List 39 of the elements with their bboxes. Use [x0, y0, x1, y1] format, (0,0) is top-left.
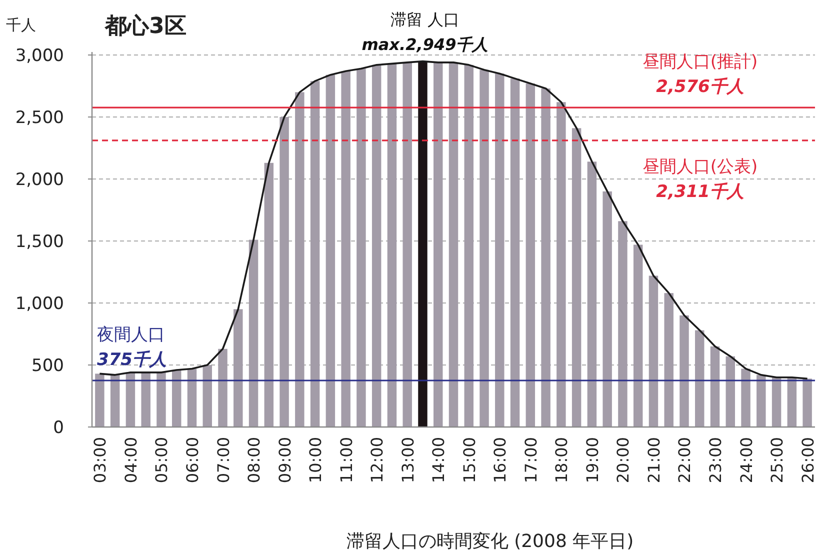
ref-line-label: 夜間人口 375千人 [97, 325, 166, 370]
chart-title: 都心3区 [104, 13, 186, 39]
text: 滞留 人口 [390, 10, 460, 29]
x-tick-label: 20:00 [614, 437, 633, 484]
x-tick-label: 08:00 [244, 437, 264, 484]
x-tick-label: 06:00 [182, 437, 202, 484]
x-axis-title: 滞留人口の時間変化 (2008 年平日) [346, 531, 634, 552]
x-tick-label: 10:00 [306, 437, 326, 484]
y-axis-title: 千人 [6, 16, 36, 34]
y-tick-label: 1,000 [15, 294, 64, 314]
x-tick-label: 21:00 [644, 437, 664, 484]
x-tick-label: 26:00 [798, 437, 818, 484]
y-tick-label: 500 [32, 356, 64, 376]
x-tick-label: 07:00 [214, 437, 233, 484]
x-tick-label: 12:00 [368, 437, 387, 484]
x-tick-label: 18:00 [552, 437, 572, 484]
y-tick-label: 2,500 [15, 108, 64, 128]
x-tick-label: 04:00 [121, 437, 140, 484]
x-tick-label: 14:00 [429, 437, 448, 484]
x-tick-label: 05:00 [152, 437, 172, 484]
x-tick-label: 19:00 [582, 437, 602, 484]
text: max.2,949千人 [362, 35, 488, 54]
x-tick-label: 09:00 [275, 437, 294, 484]
x-tick-label: 25:00 [768, 437, 787, 484]
x-tick-label: 15:00 [460, 437, 479, 484]
ref-line-label: 昼間人口(推計) 2,576千人 [642, 52, 758, 97]
x-tick-label: 23:00 [706, 437, 726, 484]
x-tick-label: 03:00 [90, 437, 110, 484]
x-tick-label: 13:00 [398, 437, 418, 484]
x-tick-label: 16:00 [490, 437, 510, 484]
x-tick-label: 24:00 [736, 437, 756, 484]
y-tick-label: 2,000 [15, 170, 64, 190]
x-tick-label: 17:00 [521, 437, 540, 484]
x-tick-label: 22:00 [675, 437, 694, 484]
y-tick-label: 3,000 [15, 46, 64, 66]
y-tick-label: 0 [53, 418, 64, 438]
ref-line-label: 昼間人口(公表) 2,311千人 [642, 157, 758, 202]
x-tick-label: 11:00 [336, 437, 356, 484]
y-tick-label: 1,500 [15, 232, 64, 252]
